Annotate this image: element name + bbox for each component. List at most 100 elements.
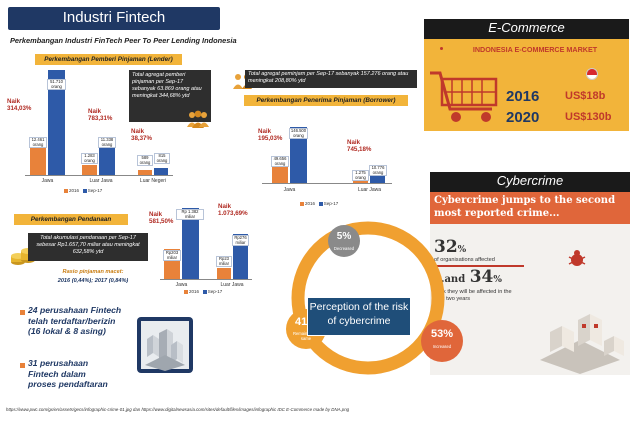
lender-legend: 2016 Sep-17 [64, 188, 102, 193]
pendanaan-val-2016-luarjawa: Rp23 miliar [216, 256, 232, 268]
perception-title: Perception of the risk of cybercrime [309, 301, 409, 327]
lender-val-2016-jawa: 12.461 orang [29, 137, 47, 149]
increased-pct: 53% [430, 328, 454, 340]
legend-2016: 2016 [305, 201, 316, 206]
lender-val-sep17-luarjawa: 11.338 orang [98, 137, 116, 149]
lender-val-sep17-luarnegeri: 815 orang [154, 153, 170, 165]
stat2-symbol: % [493, 275, 502, 285]
stat2-line: ...and 34% [434, 267, 502, 287]
lender-val-sep17-jawa: 51.710 orang [47, 79, 66, 91]
ecommerce-year-2016: 2016 [506, 88, 540, 105]
legend-2016: 2016 [69, 188, 80, 193]
stat2-prefix: ...and [434, 274, 466, 285]
flag-red-half [587, 69, 597, 75]
perception-ring [284, 214, 452, 382]
lender-header: Perkembangan Pemberi Pinjaman (Lender) [35, 54, 182, 65]
cybercrime-heading-bar [430, 172, 630, 192]
lender-naik-luarjawa: Naik 783,31% [88, 108, 113, 123]
borrower-val-sep17-jawa: 146.500 orang [289, 128, 308, 140]
borrower-note: Total agregat peminjam per Sep-17 sebany… [245, 70, 417, 88]
pendanaan-val-2016-jawa: Rp203 miliar [163, 250, 181, 262]
borrower-bar-sep17-jawa [290, 127, 307, 183]
stat1-number: 32 [434, 237, 458, 257]
bullet-text-2: 31 perusahaan Fintech dalam proses penda… [28, 358, 108, 390]
lender-bar-2016-luarjawa [82, 165, 97, 175]
stat1-divider [434, 265, 524, 267]
decreased-circle [328, 225, 360, 257]
lender-bar-2016-jawa [30, 145, 46, 175]
indonesia-flag-icon [586, 68, 598, 80]
ecommerce-heading: E-Commerce [488, 20, 565, 35]
legend-swatch-2016 [64, 188, 68, 193]
cybercrime-heading: Cybercrime [496, 173, 564, 188]
pendanaan-val-sep17-jawa: Rp 1.382 miliar [176, 209, 204, 221]
perception-title-box [307, 297, 411, 336]
stat1-symbol: % [457, 245, 467, 255]
lender-naik-luarnegeri: Naik 38,37% [131, 128, 152, 143]
borrower-naik-jawa: Naik 195,03% [258, 128, 283, 143]
bullet-marker-1 [20, 310, 25, 315]
cybercrime-banner: Cybercrime jumps to the second most repo… [434, 195, 616, 219]
pendanaan-note: Total akumulasi pendanaan per Sep-17 seb… [28, 233, 148, 261]
stat1-text: of organisations affected [434, 257, 495, 263]
legend-sep17: Sep-17 [323, 201, 339, 206]
pendanaan-val-sep17-luarjawa: Rp276 miliar [232, 235, 249, 247]
borrower-axis [262, 183, 392, 184]
legend-2016: 2016 [189, 289, 200, 294]
pendanaan-header: Perkembangan Pendanaan [14, 214, 128, 225]
lender-cat-jawa: Jawa [41, 178, 54, 184]
ecommerce-value-2020: US$130b [565, 111, 612, 123]
borrower-bar-2016-luarjawa [353, 180, 368, 183]
title-banner [8, 7, 220, 30]
ecommerce-dot [440, 47, 443, 50]
legend-swatch-2016 [300, 201, 304, 206]
lender-bar-2016-luarnegeri [138, 170, 152, 175]
ecommerce-market-title: INDONESIA E-COMMERCE MARKET [472, 45, 598, 54]
source-footer: https://www.pwc.com/gx/en/assets/gecs/in… [6, 407, 350, 412]
borrower-bar-2016-jawa [272, 163, 288, 183]
legend-sep17: Sep-17 [207, 289, 223, 294]
same-label: Remained the same [292, 331, 320, 341]
rasio-title: Rasio pinjaman macet: [62, 269, 124, 275]
lender-bar-sep17-luarnegeri [154, 168, 168, 175]
ecommerce-value-2016: US$18b [565, 90, 606, 102]
pendanaan-bar-2016-luarjawa [217, 268, 231, 279]
people-icon [185, 109, 211, 129]
increased-label: Increased [432, 344, 452, 349]
lender-naik-jawa: Naik 314,03% [7, 98, 32, 113]
legend-swatch-2016 [184, 289, 188, 294]
page-subtitle: Perkembangan Industri FinTech Peer To Pe… [10, 36, 237, 45]
stat2-number: 34 [469, 267, 494, 287]
legend-sep17: Sep-17 [87, 188, 103, 193]
pendanaan-bar-sep17-jawa [182, 208, 199, 279]
borrower-legend: 2016 Sep-17 [300, 201, 338, 206]
pendanaan-cat-jawa: Jawa [175, 282, 188, 288]
lender-cat-luarnegeri: Luar Negeri [139, 178, 167, 184]
bullet-marker-2 [20, 363, 25, 368]
lender-bar-sep17-luarjawa [99, 147, 115, 175]
bullet-text-1: 24 perusahaan Fintech telah terdaftar/be… [28, 305, 122, 337]
pendanaan-cat-luarjawa: Luar Jawa [220, 282, 244, 288]
bug-icon [566, 248, 588, 268]
city-illustration [137, 317, 193, 373]
lender-axis [25, 175, 173, 176]
increased-circle [421, 320, 463, 362]
borrower-cat-luarjawa: Luar Jawa [357, 187, 382, 193]
borrower-header: Perkembangan Penerima Pinjaman (Borrower… [244, 95, 408, 106]
pendanaan-naik-luarjawa: Naik 1.073,69% [218, 203, 248, 218]
stat1-pct: 32% [434, 237, 466, 257]
borrower-val-2016-luarjawa: 1.275 orang [352, 170, 369, 182]
lender-val-2016-luarjawa: 1.283 orang [81, 153, 98, 165]
shopping-cart-icon [428, 63, 504, 127]
decreased-pct: 5% [336, 231, 352, 242]
lender-cat-luarjawa: Luar Jawa [89, 178, 113, 184]
decreased-label: Decreased [333, 246, 355, 251]
borrower-val-2016-jawa: 49.656 orang [271, 156, 289, 168]
pendanaan-legend: 2016 Sep-17 [184, 289, 222, 294]
ecommerce-heading-bar [424, 19, 629, 39]
legend-swatch-sep17 [202, 289, 207, 294]
ecommerce-year-2020: 2020 [506, 109, 540, 126]
flag-white-half [587, 75, 597, 79]
borrower-cat-jawa: Jawa [283, 187, 296, 193]
lender-val-2016-luarnegeri: 589 orang [137, 155, 153, 167]
